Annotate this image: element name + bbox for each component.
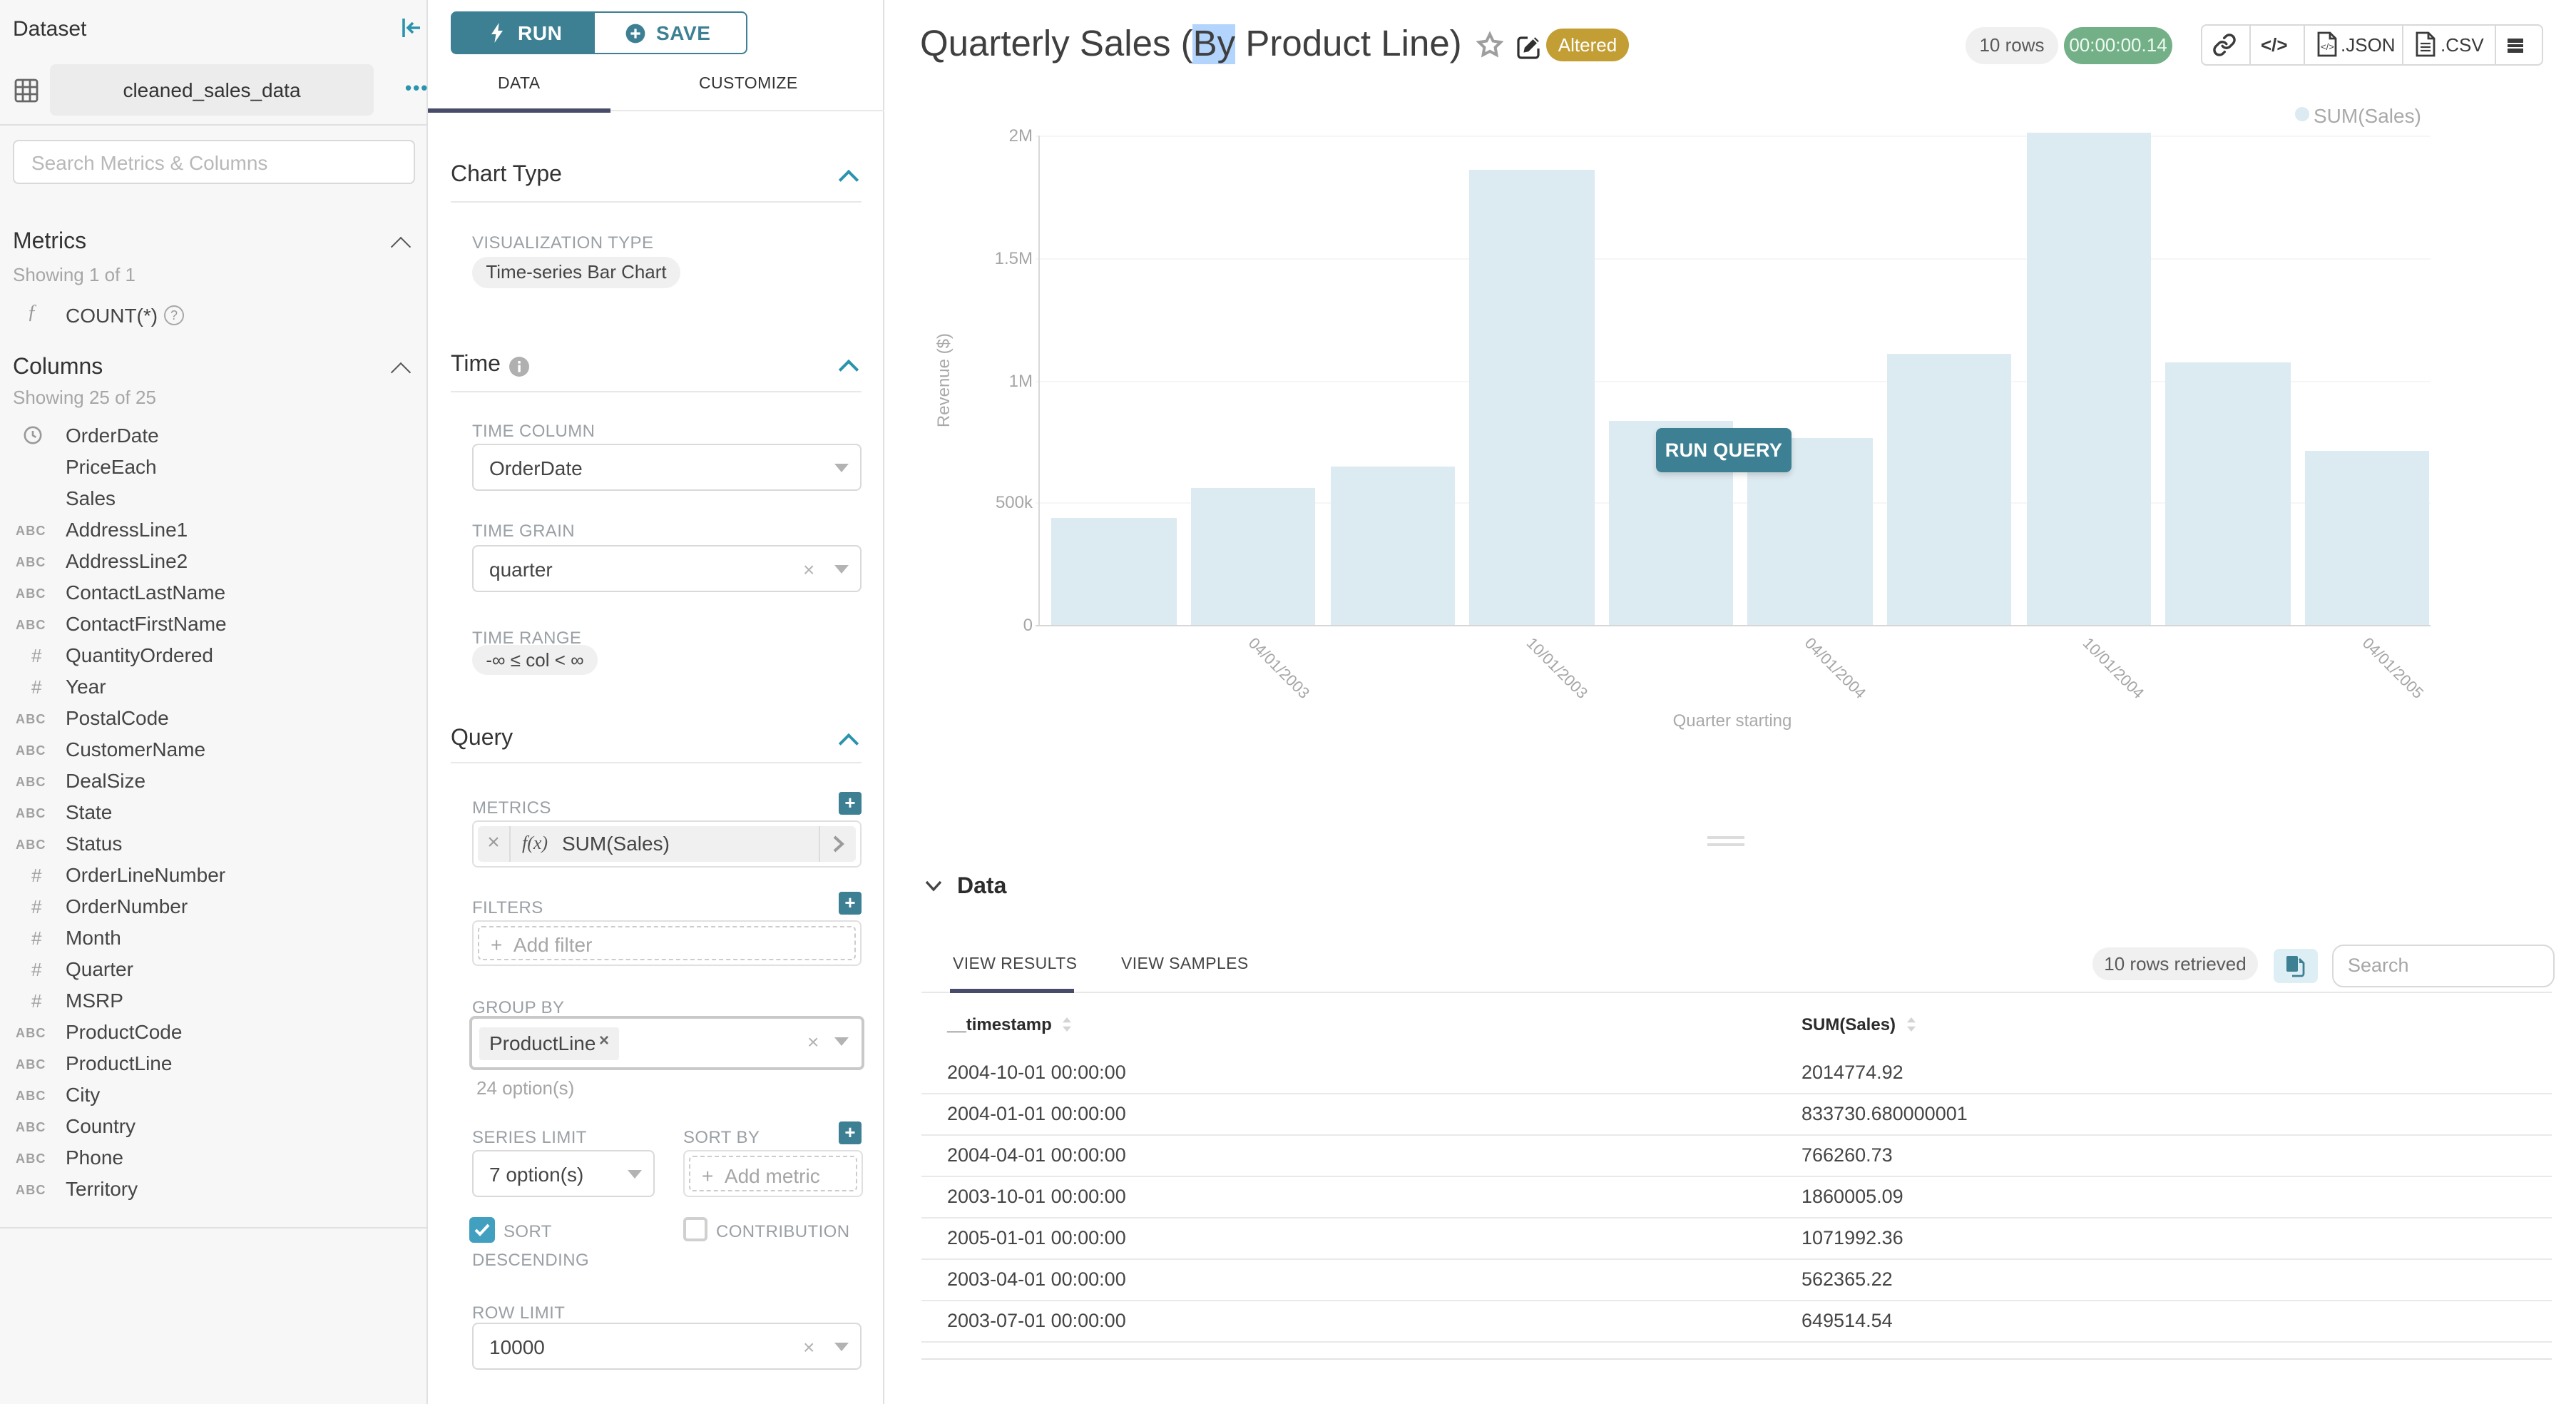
svg-text:</>: </> <box>2321 41 2334 52</box>
